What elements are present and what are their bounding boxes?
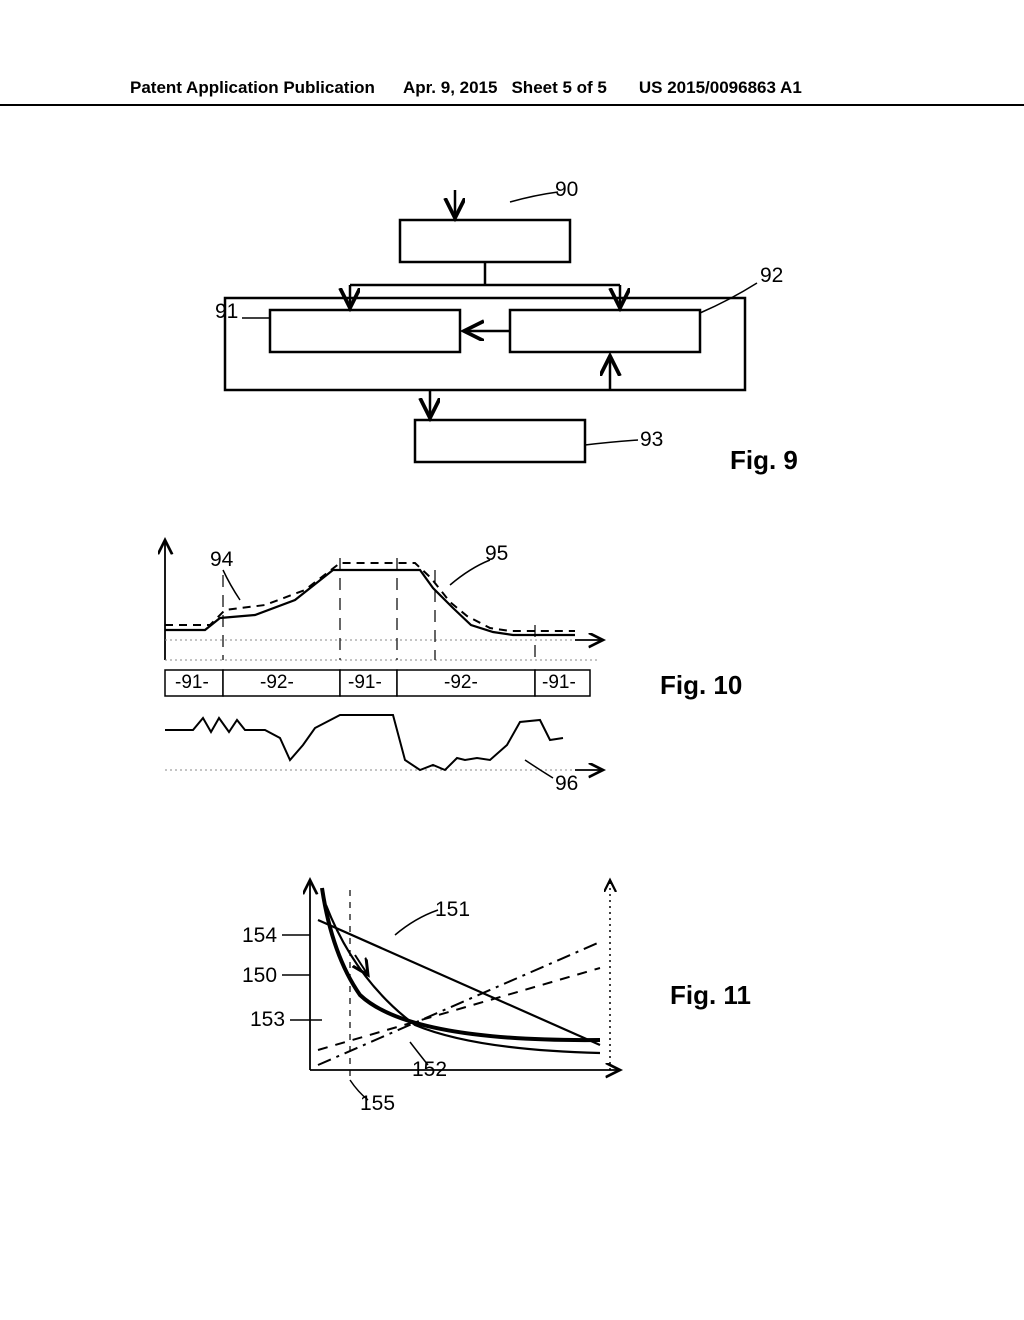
ref-96: 96 [555, 772, 578, 796]
leader-96 [525, 760, 553, 778]
line-solid [318, 920, 600, 1045]
ref-155: 155 [360, 1092, 395, 1116]
seg-label-3: -92- [444, 672, 478, 694]
ref-91: 91 [215, 300, 238, 324]
header-row: Patent Application Publication Apr. 9, 2… [0, 78, 1024, 98]
box-91 [270, 310, 460, 352]
figure-9: 90 91 92 93 Fig. 9 [190, 170, 830, 480]
figure-9-label: Fig. 9 [730, 445, 798, 476]
ref-152: 152 [412, 1058, 447, 1082]
publication-number: US 2015/0096863 A1 [639, 78, 802, 98]
sheet-number: Sheet 5 of 5 [511, 78, 606, 98]
box-92 [510, 310, 700, 352]
ref-150: 150 [242, 964, 277, 988]
leader-94 [223, 570, 240, 600]
leader-90 [510, 192, 558, 202]
figure-11: 151 154 150 153 152 155 Fig. 11 [260, 870, 800, 1130]
figure-9-svg [190, 170, 830, 480]
curve-96 [165, 715, 563, 770]
seg-label-0: -91- [175, 672, 209, 694]
curve-95-dashed [165, 563, 575, 631]
ref-153: 153 [250, 1008, 285, 1032]
leader-95 [450, 560, 490, 585]
box-90 [400, 220, 570, 262]
figure-10-label: Fig. 10 [660, 670, 742, 701]
page-header: Patent Application Publication Apr. 9, 2… [0, 78, 1024, 106]
curve-94-solid [165, 570, 575, 635]
seg-label-2: -91- [348, 672, 382, 694]
ref-93: 93 [640, 428, 663, 452]
figure-10: -91- -92- -91- -92- -91- 94 95 96 Fig. 1… [145, 530, 785, 810]
seg-label-4: -91- [542, 672, 576, 694]
ref-92: 92 [760, 264, 783, 288]
figure-11-label: Fig. 11 [670, 980, 751, 1011]
ref-90: 90 [555, 178, 578, 202]
publication-type: Patent Application Publication [130, 78, 375, 98]
leader-151 [395, 910, 438, 935]
ref-95: 95 [485, 542, 508, 566]
line-dashdot [318, 942, 600, 1065]
ref-151: 151 [435, 898, 470, 922]
publication-date: Apr. 9, 2015 [403, 78, 498, 98]
ref-154: 154 [242, 924, 277, 948]
seg-label-1: -92- [260, 672, 294, 694]
ref-94: 94 [210, 548, 233, 572]
box-93 [415, 420, 585, 462]
leader-93 [585, 440, 638, 445]
